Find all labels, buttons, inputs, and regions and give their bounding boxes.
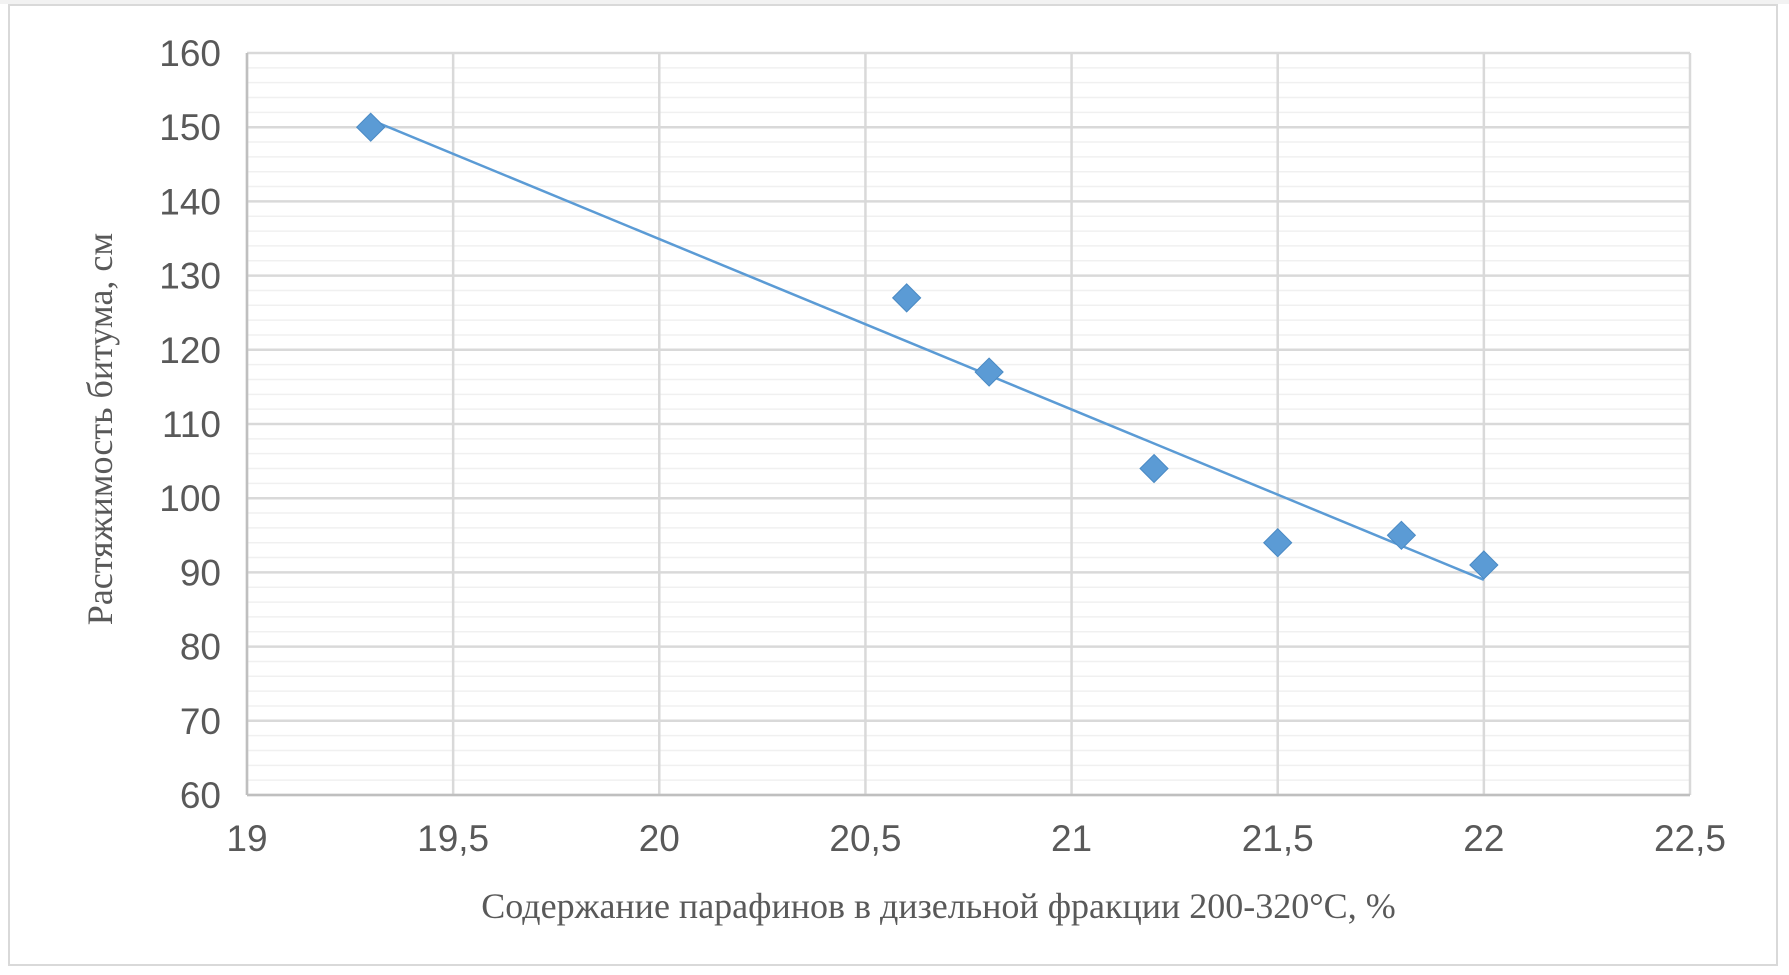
y-tick-label: 160 — [159, 33, 221, 74]
data-point-diamond — [355, 112, 386, 142]
y-tick-label: 100 — [159, 478, 221, 519]
data-point-diamond — [891, 283, 922, 313]
minor-gridlines — [247, 67, 1690, 781]
data-point-diamond — [1469, 550, 1499, 580]
major-gridlines — [245, 51, 1692, 797]
x-tick-label: 19,5 — [417, 818, 489, 859]
data-point-diamond — [1139, 453, 1169, 484]
x-tick-label: 21,5 — [1242, 818, 1314, 859]
x-tick-label: 22,5 — [1654, 818, 1726, 859]
data-point-diamond — [1386, 520, 1417, 551]
x-tick-labels: 19 19,5 20 20,5 21 21,5 22 22,5 — [226, 818, 1726, 859]
linear-trendline — [370, 118, 1485, 581]
y-tick-label: 90 — [180, 552, 221, 593]
y-tick-label: 150 — [159, 107, 221, 148]
y-tick-label: 130 — [159, 256, 221, 297]
y-tick-label: 60 — [180, 775, 221, 816]
data-point-diamond — [1263, 528, 1293, 558]
y-tick-label: 80 — [180, 627, 221, 668]
axes — [245, 53, 1690, 797]
x-tick-label: 20 — [639, 818, 680, 859]
x-tick-label: 21 — [1051, 818, 1092, 859]
y-tick-label: 120 — [159, 330, 221, 371]
y-tick-labels: 60 70 80 90 100 110 120 130 140 150 160 — [159, 33, 221, 816]
y-axis-title: Растяжимость битума, см — [80, 233, 120, 625]
data-point-diamond — [974, 357, 1004, 387]
x-tick-label: 22 — [1463, 818, 1504, 859]
trendline-group — [370, 118, 1485, 581]
x-tick-label: 19 — [226, 818, 267, 859]
y-tick-label: 110 — [162, 404, 221, 445]
x-axis-title: Содержание парафинов в дизельной фракции… — [481, 886, 1395, 926]
y-tick-label: 140 — [159, 181, 221, 222]
x-tick-label: 20,5 — [829, 818, 901, 859]
top-cropped-caption-strip — [0, 0, 1789, 4]
y-tick-label: 70 — [180, 701, 221, 742]
data-points — [355, 112, 1499, 580]
